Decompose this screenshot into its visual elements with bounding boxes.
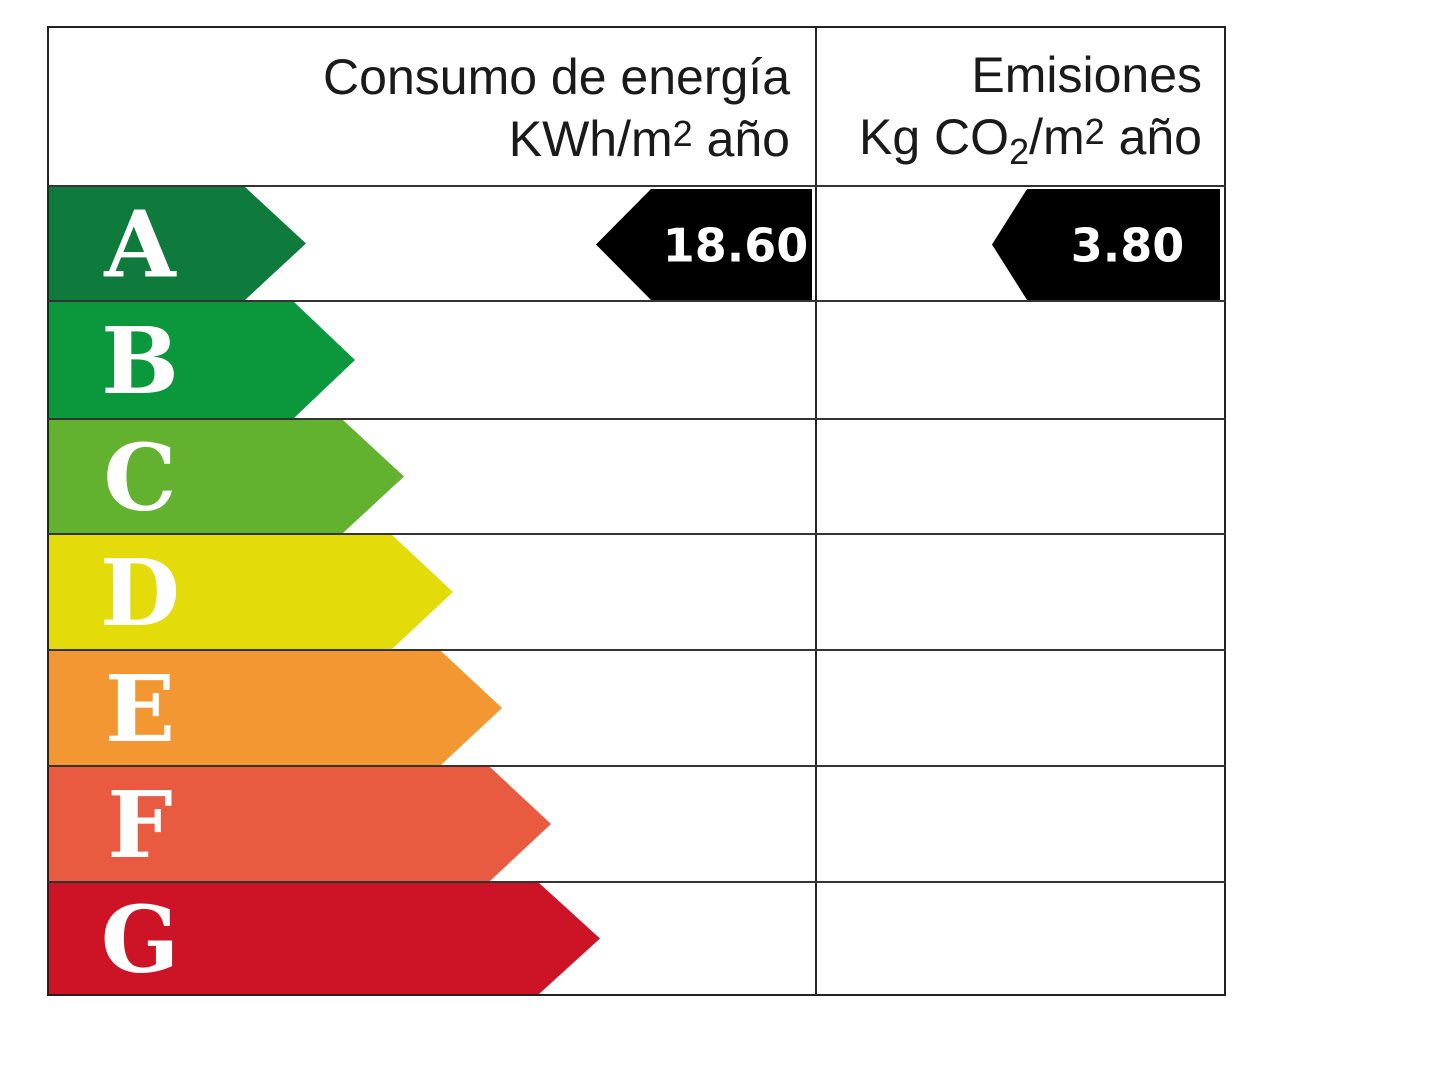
energy-title: Consumo de energía bbox=[323, 49, 790, 105]
table-border bbox=[47, 26, 1226, 996]
unit-text: KWh/m bbox=[508, 111, 673, 167]
energy-unit: KWh/m2 año bbox=[323, 108, 790, 170]
class-letter: B bbox=[101, 307, 179, 415]
emissions-title: Emisiones bbox=[971, 47, 1202, 103]
class-arrow-g bbox=[48, 883, 600, 994]
class-letter: C bbox=[103, 424, 176, 532]
class-arrow-f bbox=[48, 767, 551, 881]
unit-text: año bbox=[1104, 109, 1202, 165]
unit-exp: 2 bbox=[1084, 111, 1105, 152]
emissions-rating-marker bbox=[992, 189, 1220, 300]
unit-text: año bbox=[692, 111, 790, 167]
unit-text: /m bbox=[1029, 109, 1085, 165]
class-letter: A bbox=[103, 191, 177, 299]
class-letter: G bbox=[101, 886, 180, 994]
class-arrow-a bbox=[48, 187, 306, 300]
emissions-header: Emisiones Kg CO2/m2 año bbox=[859, 44, 1202, 170]
unit-exp: 2 bbox=[672, 113, 693, 154]
class-arrow-b bbox=[48, 302, 355, 418]
class-letter: F bbox=[107, 771, 172, 879]
class-arrow-e bbox=[48, 651, 502, 765]
energy-rating-marker bbox=[596, 189, 812, 300]
class-arrow-d bbox=[48, 535, 453, 649]
emissions-unit: Kg CO2/m2 año bbox=[859, 106, 1202, 170]
class-letter: E bbox=[105, 655, 175, 763]
class-letter: D bbox=[100, 539, 180, 647]
energy-rating-value: 18.60 bbox=[663, 219, 809, 273]
unit-sub: 2 bbox=[1009, 131, 1030, 172]
unit-text: Kg CO bbox=[859, 109, 1010, 165]
emissions-rating-value: 3.80 bbox=[1071, 219, 1185, 273]
energy-header: Consumo de energía KWh/m2 año bbox=[323, 46, 790, 170]
class-arrow-c bbox=[48, 420, 404, 533]
